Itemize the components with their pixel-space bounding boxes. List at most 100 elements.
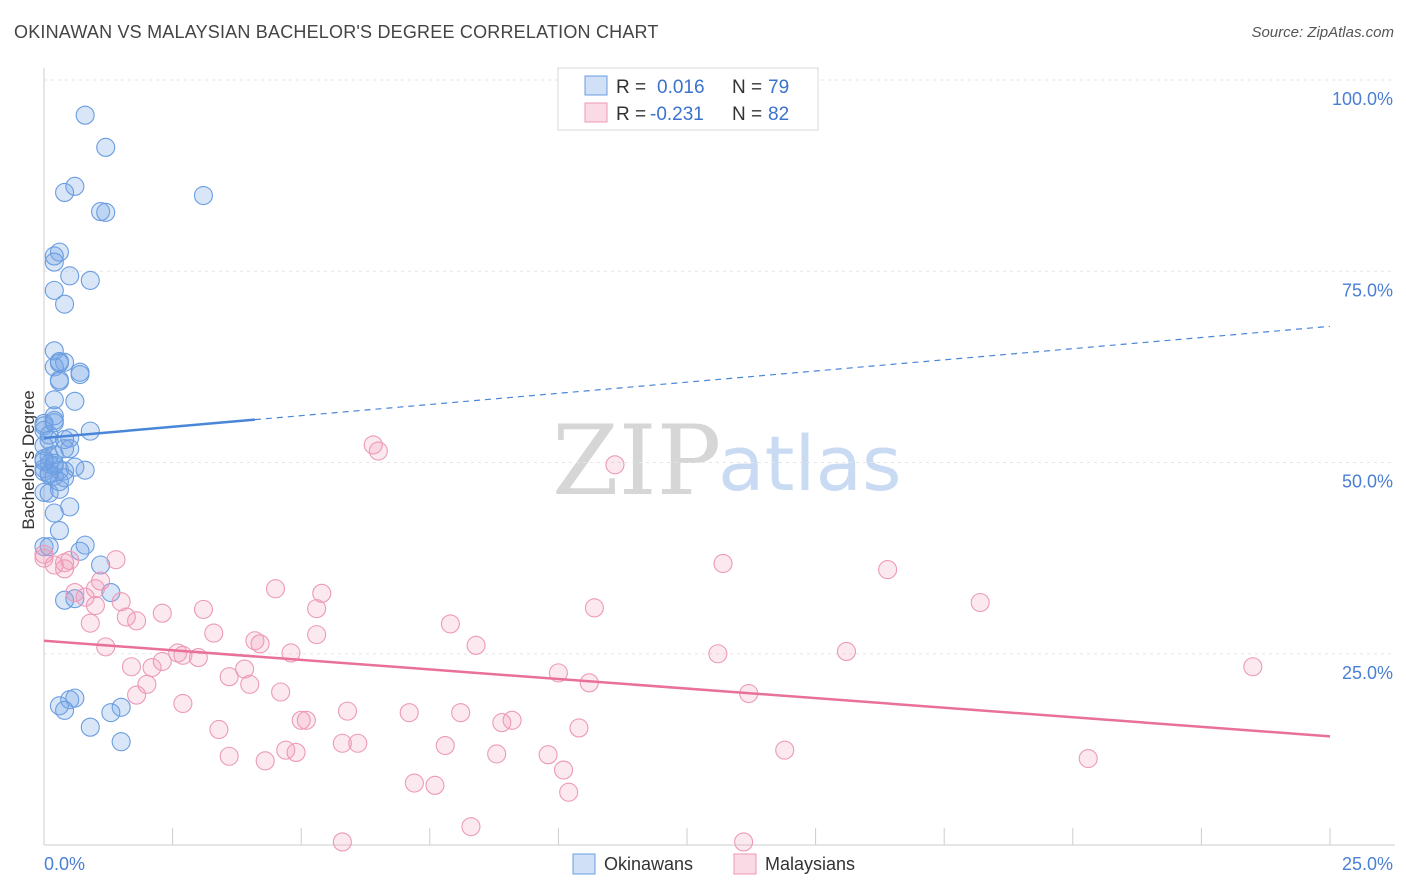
malaysian-point	[559, 782, 579, 802]
malaysian-point	[286, 742, 306, 762]
malaysian-point	[363, 435, 383, 455]
y-tick-label: 75.0%	[1342, 280, 1393, 300]
malaysian-point	[435, 735, 455, 756]
okinawan-point	[39, 425, 59, 445]
malaysian-point	[55, 553, 75, 573]
malaysian-point	[34, 548, 54, 568]
legend-n-value-2: 82	[768, 104, 789, 125]
malaysian-point	[605, 455, 625, 475]
okinawan-point	[96, 202, 116, 222]
okinawan-point	[65, 391, 85, 411]
legend-n-value-1: 79	[768, 77, 789, 98]
malaysian-point	[80, 613, 100, 633]
malaysian-point	[127, 685, 147, 705]
malaysian-point	[332, 832, 352, 852]
malaysian-point	[219, 667, 239, 687]
okinawan-point	[60, 266, 80, 286]
malaysian-point	[502, 710, 522, 730]
okinawan-point	[75, 460, 95, 480]
okinawan-point	[44, 390, 64, 410]
okinawan-point	[44, 413, 64, 433]
watermark-atlas: atlas	[718, 419, 902, 508]
chart-title: OKINAWAN VS MALAYSIAN BACHELOR'S DEGREE …	[14, 22, 659, 42]
okinawan-point	[65, 688, 85, 708]
malaysian-point	[1078, 749, 1098, 769]
okinawan-point	[193, 185, 214, 206]
malaysian-point	[291, 710, 311, 730]
okinawan-point	[96, 137, 116, 157]
malaysian-point	[368, 441, 388, 461]
malaysian-point	[337, 701, 358, 721]
x-tick-label-right: 25.0%	[1342, 854, 1393, 874]
malaysian-point	[60, 550, 80, 570]
okinawan-point	[44, 406, 64, 426]
malaysian-point	[466, 635, 486, 655]
malaysian-point	[111, 592, 131, 612]
malaysian-point	[235, 659, 255, 679]
malaysian-point	[775, 740, 795, 760]
y-tick-label: 25.0%	[1342, 663, 1393, 683]
okinawan-point	[49, 242, 69, 262]
okinawan-point	[75, 535, 95, 555]
okinawan-point	[111, 732, 131, 752]
malaysian-point	[553, 760, 574, 780]
malaysian-point	[281, 643, 301, 663]
okinawan-point	[34, 451, 54, 471]
okinawan-point	[91, 202, 111, 222]
malaysian-point	[142, 657, 162, 678]
okinawan-point	[80, 717, 100, 737]
malaysian-point	[307, 599, 327, 619]
malaysian-point	[487, 744, 507, 764]
okinawan-point	[34, 537, 54, 557]
malaysian-point	[193, 599, 214, 619]
malaysian-point	[708, 644, 728, 664]
malaysian-point	[569, 718, 589, 738]
okinawan-point	[49, 353, 69, 373]
okinawan-point	[55, 182, 75, 203]
series-legend: Okinawans Malaysians	[572, 853, 855, 875]
y-axis-label: Bachelor's Degree	[19, 390, 38, 529]
watermark: ZIP atlas	[552, 405, 902, 517]
okinawan-point	[55, 294, 75, 314]
malaysian-point	[584, 598, 604, 618]
malaysian-point	[399, 703, 419, 723]
malaysian-point	[204, 623, 224, 643]
series-legend-swatch-malaysians	[733, 853, 757, 875]
okinawan-point	[55, 700, 75, 720]
series-malaysians-points	[34, 435, 1263, 852]
legend-n-label-1: N =	[732, 77, 762, 98]
x-tick-label-left: 0.0%	[44, 854, 85, 874]
malaysian-point	[970, 592, 990, 613]
malaysian-point	[219, 746, 239, 766]
malaysian-trend-line	[43, 639, 1331, 738]
series-legend-label-okinawans: Okinawans	[604, 854, 693, 874]
malaysian-point	[245, 631, 265, 651]
legend-r-value-2: -0.231	[650, 104, 704, 125]
gridlines	[44, 79, 1395, 655]
okinawan-point	[39, 430, 59, 450]
okinawan-point	[44, 246, 64, 266]
malaysian-point	[404, 773, 424, 793]
malaysian-point	[425, 775, 445, 795]
okinawan-point	[91, 555, 111, 575]
malaysian-point	[538, 745, 558, 765]
legend-swatch-okinawans	[584, 75, 608, 96]
okinawan-point	[80, 270, 100, 290]
okinawan-point	[49, 371, 69, 391]
watermark-zip: ZIP	[552, 405, 721, 517]
okinawan-point	[55, 590, 75, 610]
okinawan-point	[44, 280, 64, 300]
malaysian-point	[255, 751, 275, 771]
okinawan-point	[60, 439, 80, 459]
malaysian-point	[461, 817, 481, 837]
trend-lines	[43, 325, 1331, 738]
malaysian-point	[307, 625, 327, 645]
malaysian-point	[296, 710, 316, 730]
okinawan-point	[49, 472, 69, 492]
malaysian-point	[152, 603, 172, 623]
series-legend-swatch-okinawans	[572, 853, 596, 875]
malaysian-point	[85, 596, 105, 616]
malaysian-point	[121, 657, 141, 677]
okinawan-point	[49, 521, 69, 541]
okinawan-point	[55, 352, 75, 372]
